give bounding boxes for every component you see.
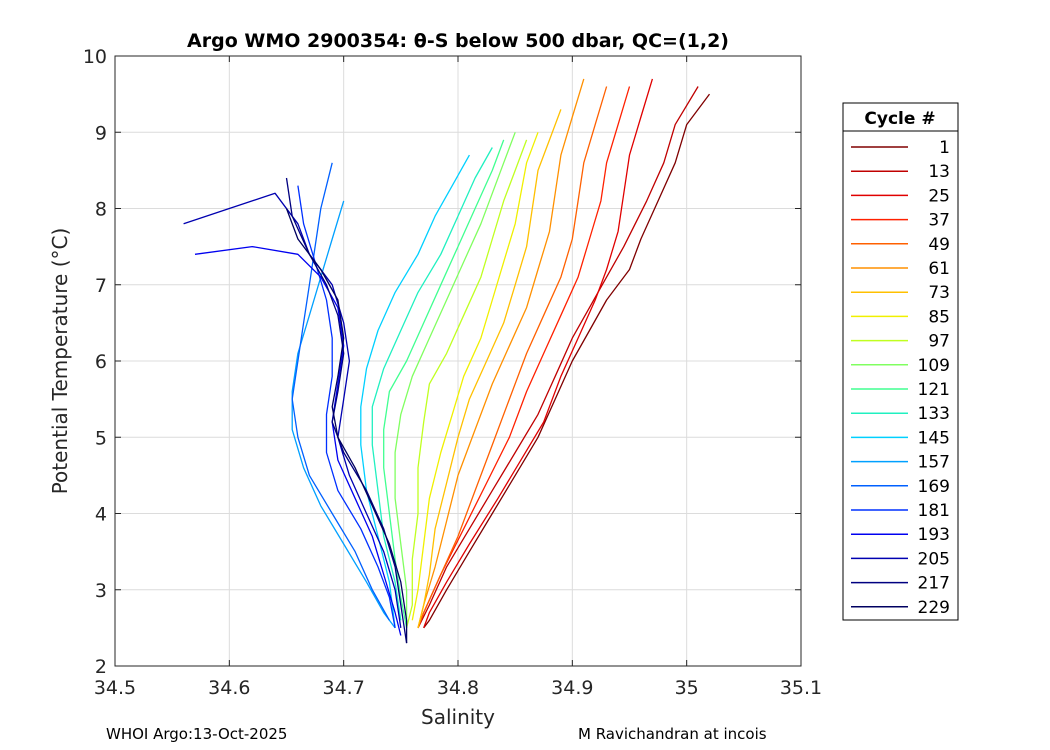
x-tick-label: 35 [675,677,699,699]
legend-label: 133 [918,404,950,424]
x-axis-label: Salinity [421,705,495,729]
series-line-cycle-1 [423,93,711,629]
x-tick-label: 34.9 [551,677,593,699]
y-axis-label: Potential Temperature (°C) [48,228,72,495]
legend-label: 25 [928,186,950,206]
footer-author: M Ravichandran at incois [578,725,767,743]
legend-label: 157 [918,453,950,473]
series-line-cycle-25 [423,78,654,629]
legend-label: 1 [939,138,950,158]
legend-label: 217 [918,574,950,594]
series-line-cycle-217 [285,177,408,644]
legend-label: 121 [918,380,950,400]
legend-label: 61 [928,259,950,279]
series-line-cycle-85 [411,132,539,621]
series-line-cycle-73 [417,109,562,629]
series-line-cycle-61 [417,78,585,629]
legend-label: 145 [918,428,950,448]
y-tick-label: 5 [95,427,107,449]
series-line-cycle-145 [360,154,470,628]
y-tick-label: 2 [95,656,107,678]
y-tick-label: 10 [83,46,107,68]
series-line-cycle-133 [371,147,493,621]
y-tick-label: 8 [95,199,107,221]
legend-title: Cycle # [864,109,935,129]
legend-label: 97 [928,332,950,352]
y-tick-label: 3 [95,580,107,602]
x-tick-label: 34.8 [437,677,479,699]
legend-label: 85 [928,307,950,327]
legend-label: 37 [928,211,950,231]
x-tick-label: 34.5 [94,677,136,699]
series-line-cycle-97 [405,139,528,629]
x-tick-label: 34.6 [208,677,250,699]
legend-label: 181 [918,501,950,521]
legend-label: 109 [918,356,950,376]
y-tick-label: 9 [95,122,107,144]
series-line-cycle-13 [417,86,699,629]
x-tick-label: 35.1 [780,677,822,699]
series-line-cycle-121 [383,139,505,629]
legend-entries: 1 13 25 37 49 61 73 85 97 109 121 133 145 157 169 181 19… [851,138,950,618]
legend-label: 73 [928,283,950,303]
axis-ticks: 34.5 34.6 34.7 34.8 34.9 35 35.1 2 3 4 5 6 7 8 9 10 [83,46,822,699]
series-line-cycle-49 [417,86,608,629]
y-tick-label: 7 [95,275,107,297]
chart-title: Argo WMO 2900354: θ-S below 500 dbar, QC… [187,30,729,52]
series-line-cycle-169 [291,162,390,621]
legend-label: 229 [918,598,950,618]
series-lines [183,78,711,644]
legend-label: 13 [928,162,950,182]
series-line-cycle-109 [394,132,516,628]
legend-label: 49 [928,235,950,255]
series-line-cycle-37 [417,86,631,629]
legend-label: 193 [918,525,950,545]
y-tick-label: 6 [95,351,107,373]
legend-label: 205 [918,549,950,569]
y-tick-label: 4 [95,504,107,526]
series-line-cycle-229 [285,208,408,644]
legend-label: 169 [918,477,950,497]
footer-source-date: WHOI Argo:13-Oct-2025 [106,725,288,743]
series-line-cycle-193 [194,245,402,636]
series-line-cycle-205 [183,192,402,628]
legend: Cycle # 1 13 25 37 49 61 73 85 97 109 121 133 145 157… [842,102,959,621]
plot-area: 34.5 34.6 34.7 34.8 34.9 35 35.1 2 3 4 5 6 7 8 9 10 [83,46,822,699]
x-tick-label: 34.7 [323,677,365,699]
